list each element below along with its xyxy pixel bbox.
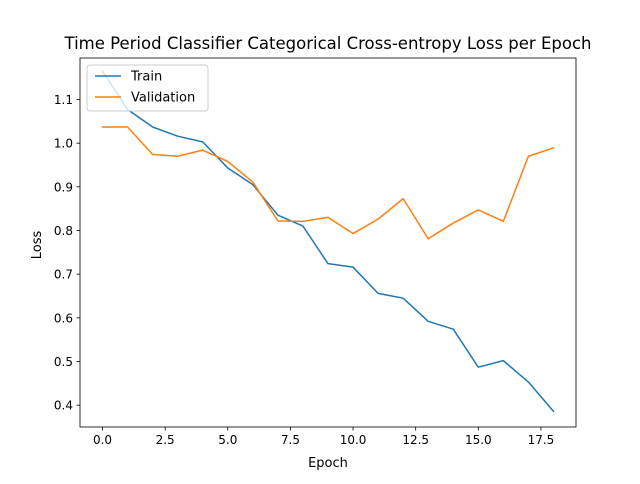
y-tick-label: 1.0 [54, 137, 73, 151]
y-axis: 0.4 0.5 0.6 0.7 0.8 0.9 1.0 1.1 [54, 93, 80, 413]
y-tick-label: 0.7 [54, 268, 73, 282]
x-tick-label: 7.5 [281, 433, 300, 447]
x-tick-label: 15.0 [465, 433, 492, 447]
series-line-train [101, 70, 555, 413]
series-line-validation [101, 126, 555, 240]
y-tick-label: 0.8 [54, 224, 73, 238]
plot-area [79, 57, 577, 428]
x-tick-label: 0.0 [93, 433, 112, 447]
x-tick-label: 10.0 [340, 433, 367, 447]
x-axis-label: Epoch [308, 456, 348, 471]
plot-frame [79, 57, 577, 428]
legend: Train Validation [86, 64, 209, 112]
y-tick-label: 0.4 [54, 399, 73, 413]
y-tick-label: 1.1 [54, 93, 73, 107]
y-tick-label: 0.6 [54, 311, 73, 325]
y-tick-label: 0.5 [54, 355, 73, 369]
y-tick-label: 0.9 [54, 180, 73, 194]
x-tick-label: 2.5 [156, 433, 175, 447]
y-axis-label: Loss [30, 231, 45, 260]
legend-label-validation: Validation [131, 91, 195, 106]
x-axis: 0.0 2.5 5.0 7.5 10.0 12.5 15.0 17.5 [93, 427, 554, 447]
x-tick-label: 5.0 [218, 433, 237, 447]
x-tick-label: 12.5 [402, 433, 429, 447]
x-tick-label: 17.5 [528, 433, 555, 447]
chart-title: Time Period Classifier Categorical Cross… [64, 34, 592, 53]
legend-label-train: Train [130, 70, 162, 85]
